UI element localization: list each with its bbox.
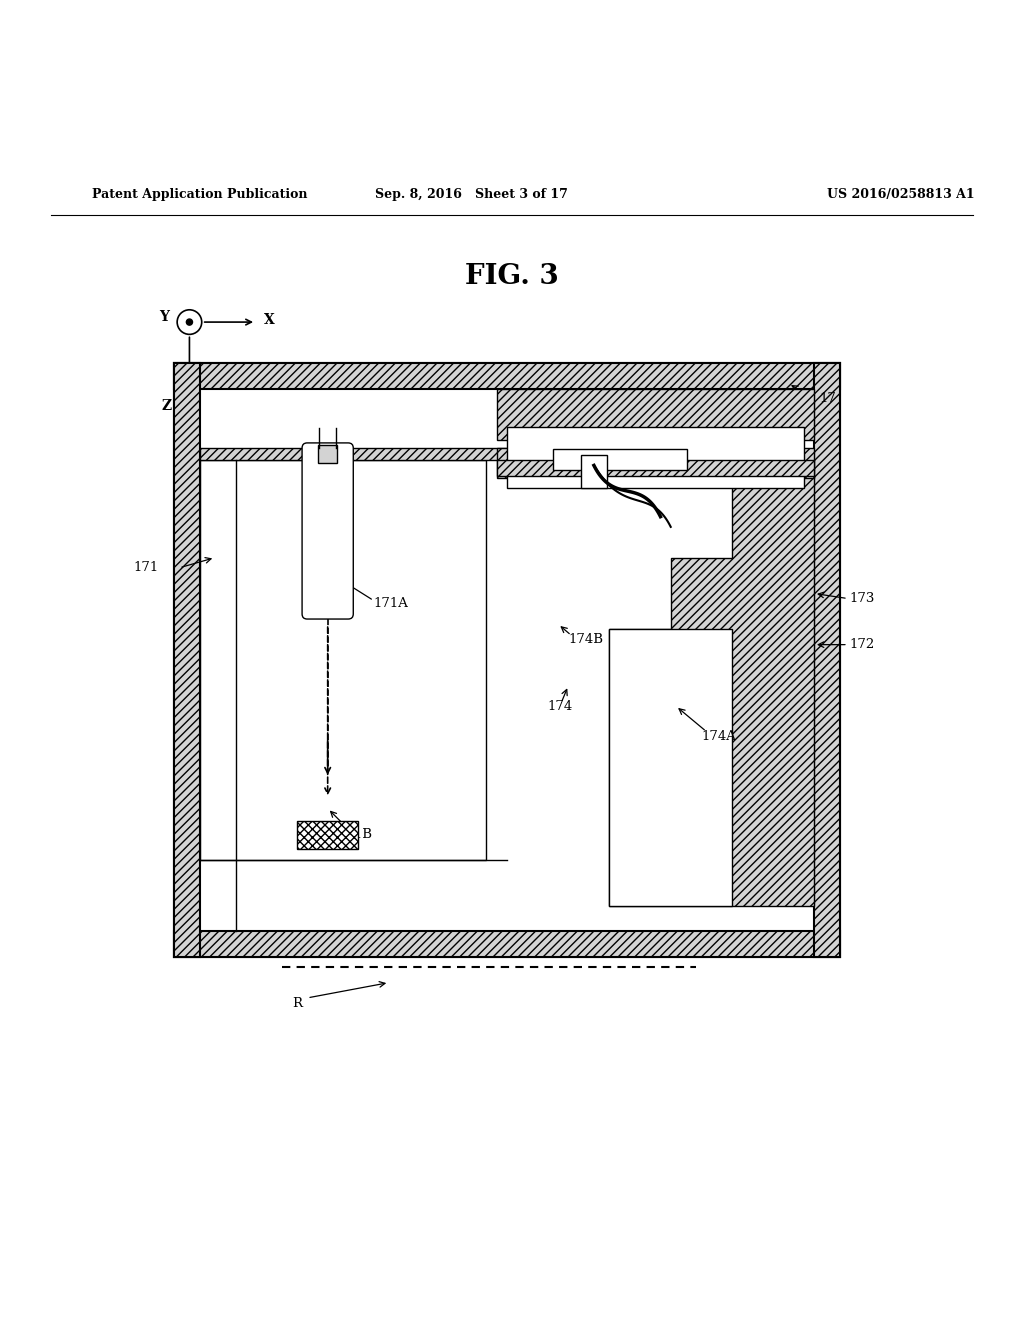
Text: Z: Z [162, 399, 172, 413]
Bar [497, 461, 814, 475]
Text: 171A: 171A [374, 597, 409, 610]
Text: Sep. 8, 2016   Sheet 3 of 17: Sep. 8, 2016 Sheet 3 of 17 [375, 187, 567, 201]
Text: X: X [264, 313, 274, 327]
Bar [507, 428, 804, 488]
Text: 174A: 174A [701, 730, 736, 743]
Text: 172: 172 [850, 638, 876, 651]
Text: FIG. 3: FIG. 3 [465, 263, 559, 289]
Text: Patent Application Publication: Patent Application Publication [92, 187, 307, 201]
Bar [174, 932, 840, 957]
Polygon shape [609, 475, 814, 906]
Bar [814, 363, 840, 957]
FancyBboxPatch shape [302, 444, 353, 619]
Text: 171: 171 [133, 561, 159, 574]
Bar [200, 461, 486, 859]
Text: 173: 173 [850, 593, 876, 605]
Bar [553, 449, 687, 470]
Bar [200, 447, 517, 461]
Text: 17: 17 [819, 392, 836, 405]
Bar [297, 821, 358, 850]
Text: 174B: 174B [568, 634, 603, 645]
Text: Y: Y [159, 310, 169, 323]
Bar [609, 630, 732, 906]
Text: 171B: 171B [338, 828, 373, 841]
Text: US 2016/0258813 A1: US 2016/0258813 A1 [827, 187, 975, 201]
Bar [582, 455, 606, 488]
Bar [318, 445, 337, 463]
Bar [174, 363, 840, 957]
Bar [497, 388, 814, 440]
Bar [174, 363, 840, 388]
Bar [174, 363, 200, 957]
Text: R: R [292, 997, 302, 1010]
Bar [497, 447, 814, 478]
Bar [297, 821, 358, 850]
Circle shape [186, 319, 193, 325]
Text: 174: 174 [548, 700, 573, 713]
